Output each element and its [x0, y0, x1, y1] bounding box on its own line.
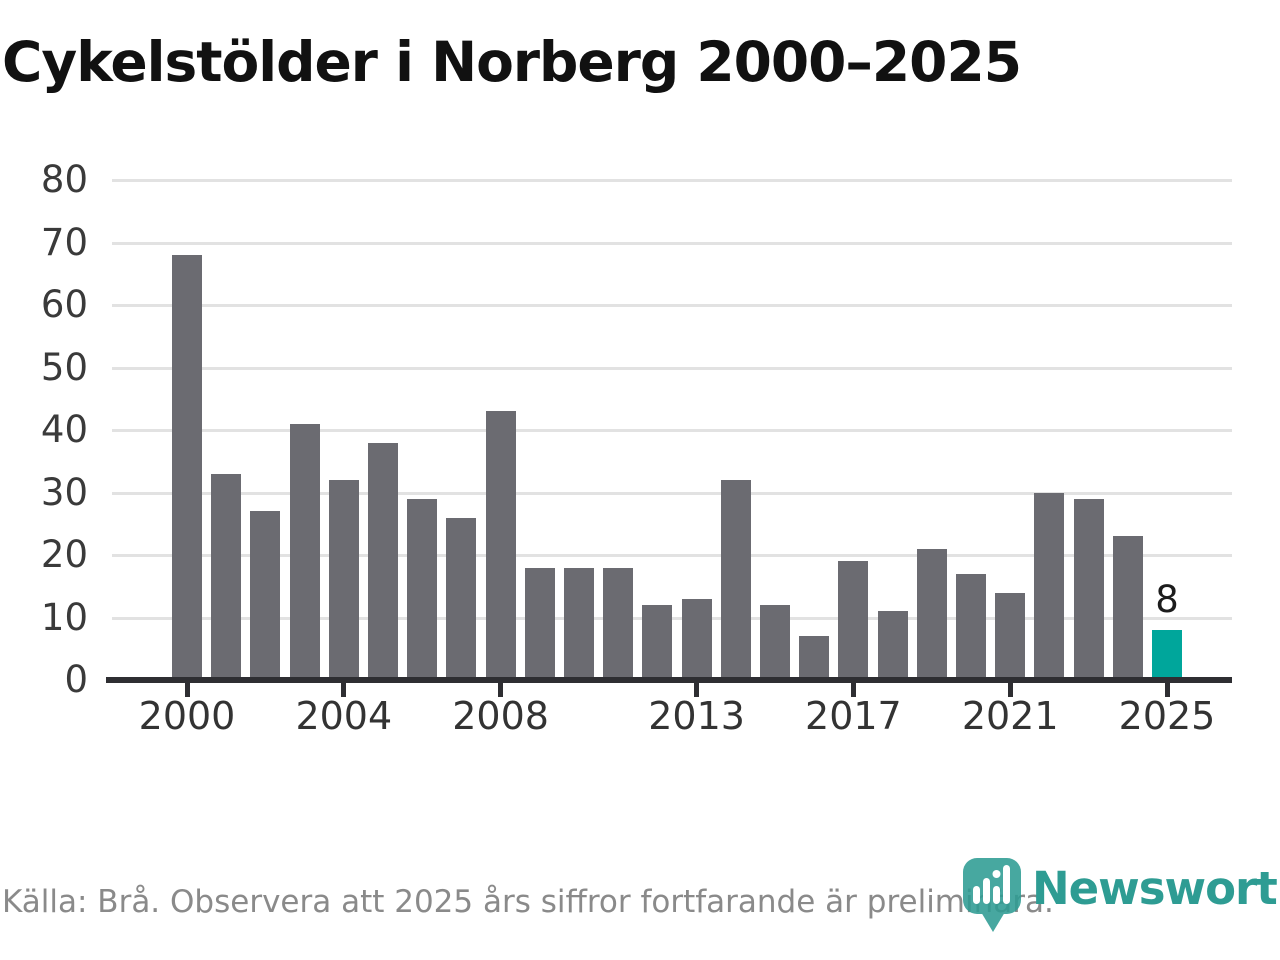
- bar-2005: [368, 442, 398, 680]
- bar-2013: [681, 598, 712, 680]
- bar-2023: [1073, 498, 1104, 680]
- bar-2009: [524, 567, 555, 680]
- y-tick-label-40: 40: [40, 408, 88, 451]
- gridline-40: [112, 429, 1232, 432]
- bar-2007: [446, 517, 477, 680]
- bar-2016: [799, 636, 830, 680]
- bar-2014: [720, 480, 751, 680]
- newsworthy-pin-barchart-icon: [963, 858, 1021, 932]
- x-tick-2017: [850, 681, 856, 697]
- bar-2024: [1112, 536, 1143, 680]
- bar-2008: [485, 411, 516, 680]
- x-tick-2013: [694, 681, 700, 697]
- gridline-80: [112, 179, 1232, 182]
- x-tick-2025: [1164, 681, 1170, 697]
- bar-2019: [916, 548, 947, 680]
- gridline-60: [112, 304, 1232, 307]
- x-tick-2008: [498, 681, 504, 697]
- y-tick-label-50: 50: [40, 345, 88, 389]
- gridline-20: [112, 554, 1232, 557]
- x-tick-label-2025: 2025: [1118, 694, 1216, 738]
- newsworthy-logo: Newsworthy: [962, 856, 1280, 936]
- y-tick-label-30: 30: [40, 470, 88, 514]
- y-tick-label-70: 70: [40, 220, 88, 264]
- x-tick-2004: [341, 681, 347, 697]
- y-tick-label-10: 10: [40, 595, 88, 639]
- gridline-50: [112, 366, 1232, 370]
- bar-2010: [564, 567, 594, 680]
- bar-2000: [172, 255, 202, 680]
- y-tick-label-0: 0: [64, 658, 88, 701]
- x-tick-label-2013: 2013: [648, 694, 745, 738]
- bar-2022: [1034, 492, 1065, 680]
- bar-2025: [1152, 630, 1182, 680]
- bar-2006: [407, 498, 438, 680]
- y-tick-label-20: 20: [40, 533, 88, 576]
- y-tick-label-60: 60: [40, 283, 88, 326]
- x-tick-label-2017: 2017: [805, 694, 902, 738]
- bar-2001: [211, 473, 242, 680]
- gridline-30: [112, 491, 1232, 495]
- bar-2004: [328, 480, 359, 680]
- bar-2015: [760, 605, 790, 680]
- source-note: Källa: Brå. Observera att 2025 års siffr…: [2, 884, 1054, 920]
- x-axis-line: [106, 677, 1232, 683]
- x-tick-label-2008: 2008: [452, 694, 549, 738]
- plot-area: 8 0 10 20 30 40 50 60 70 80 2000 2004 2008 2013 2017 2…: [41, 158, 1232, 738]
- gridline-70: [112, 241, 1232, 245]
- newsworthy-wordmark: Newsworthy: [1032, 862, 1280, 915]
- bar-2017: [838, 561, 869, 680]
- x-tick-label-2000: 2000: [138, 694, 236, 738]
- x-tick-2000: [184, 681, 190, 697]
- bar-2002: [250, 511, 281, 680]
- bar-2012: [642, 605, 673, 680]
- bar-2020: [956, 573, 986, 680]
- x-tick-label-2004: 2004: [295, 694, 393, 738]
- x-tick-label-2021: 2021: [961, 694, 1059, 738]
- bar-2011: [603, 567, 634, 680]
- y-tick-label-80: 80: [40, 158, 88, 201]
- x-tick-2021: [1007, 681, 1013, 697]
- bar-value-label: 8: [1155, 578, 1179, 621]
- bar-2021: [995, 592, 1026, 680]
- chart-title: Cykelstölder i Norberg 2000–2025: [2, 30, 1022, 94]
- bar-2003: [289, 423, 320, 680]
- bar-2018: [877, 611, 908, 680]
